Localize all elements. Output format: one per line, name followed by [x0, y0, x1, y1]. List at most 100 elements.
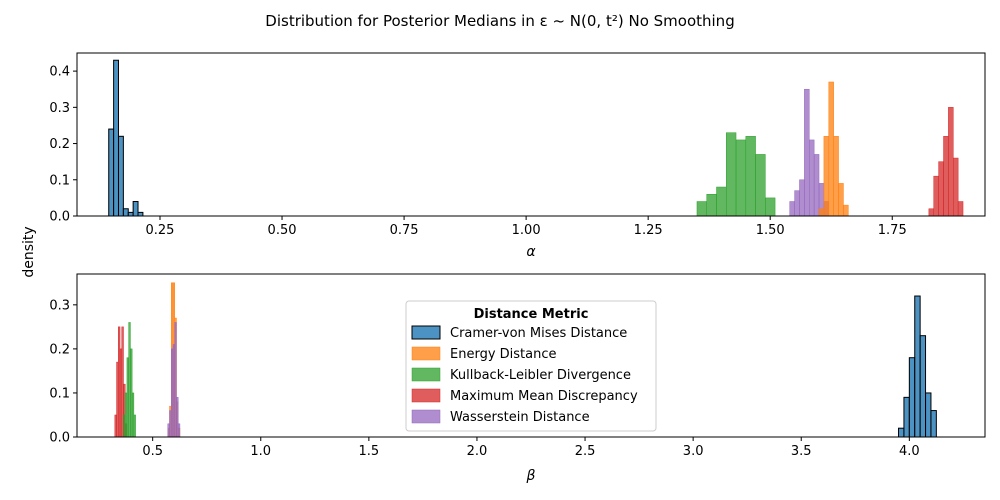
legend-item-wasserstein-distance: Wasserstein Distance: [411, 409, 590, 425]
legend-item-energy-distance: Energy Distance: [411, 346, 557, 362]
histogram-bar: [953, 157, 959, 217]
histogram-bar: [113, 59, 119, 217]
histogram-bar: [789, 201, 795, 217]
histogram-bar: [174, 322, 177, 438]
x-tick-label: 0.5: [142, 444, 163, 459]
histogram-bar: [818, 208, 825, 217]
histogram-bar: [167, 423, 170, 438]
histogram-bar: [124, 392, 128, 438]
histogram-bar: [126, 357, 129, 438]
y-tick-label: 0.2: [49, 137, 70, 152]
histogram-bar: [172, 344, 175, 438]
histogram-bar: [765, 197, 776, 217]
legend-item-cramer-von-mises-distance: Cramer-von Mises Distance: [411, 325, 627, 341]
histogram-bar: [169, 410, 172, 438]
histogram-bar: [128, 322, 131, 438]
legend-label: Energy Distance: [450, 347, 557, 362]
histogram-bar: [828, 81, 834, 217]
y-tick-label: 0.4: [49, 65, 70, 80]
histogram-bar: [696, 201, 707, 217]
legend-label: Wasserstein Distance: [450, 410, 590, 425]
axes-frame: [76, 52, 986, 217]
legend-swatch: [411, 409, 441, 424]
legend: Distance Metric Cramer-von Mises Distanc…: [405, 300, 657, 432]
histogram-bar: [735, 139, 747, 217]
legend-swatch: [411, 388, 441, 403]
histogram-bar: [119, 348, 122, 438]
x-tick-label: 0.75: [390, 223, 419, 238]
series-wasserstein-distance: [167, 322, 181, 438]
histogram-bar: [930, 410, 937, 438]
histogram-bar: [794, 190, 800, 217]
legend-label: Maximum Mean Discrepancy: [450, 389, 638, 404]
y-tick-label: 0.3: [49, 101, 70, 116]
y-tick-label: 0.1: [49, 386, 70, 401]
y-tick-label: 0.3: [49, 298, 70, 313]
histogram-bar: [177, 423, 181, 438]
y-axis-label: density: [21, 226, 37, 277]
x-tick-label: 1.0: [250, 444, 271, 459]
legend-swatch: [411, 325, 441, 340]
histogram-bar: [726, 132, 737, 217]
x-tick-label: 1.00: [512, 223, 541, 238]
x-tick-label: 2.5: [575, 444, 596, 459]
histogram-bar: [116, 361, 119, 438]
histogram-bar: [898, 427, 905, 438]
histogram-bar: [755, 154, 766, 217]
legend-swatch: [411, 346, 441, 361]
x-tick-label: 1.25: [634, 223, 663, 238]
legend-label: Cramer-von Mises Distance: [450, 326, 627, 341]
histogram-bar: [813, 154, 820, 217]
histogram-bar: [838, 183, 844, 217]
x-tick-label: 2.0: [467, 444, 488, 459]
x-tick-label: 4.0: [899, 444, 920, 459]
y-tick-label: 0.2: [49, 342, 70, 357]
histogram-bar: [108, 128, 115, 217]
series-energy-distance: [818, 81, 849, 217]
x-tick-label: 3.5: [791, 444, 812, 459]
legend-title: Distance Metric: [474, 307, 589, 322]
histogram-bar: [903, 396, 910, 438]
histogram-bar: [957, 201, 964, 217]
x-tick-label: 1.75: [878, 223, 907, 238]
histogram-bar: [925, 392, 932, 438]
histogram-bar: [745, 136, 756, 217]
histogram-bar: [833, 136, 839, 217]
x-axis-label: β: [526, 468, 536, 484]
histogram-bar: [121, 326, 124, 438]
histogram-bar: [114, 414, 117, 438]
axes-frame: [76, 273, 986, 438]
histogram-bar: [132, 201, 139, 217]
histogram-bar: [823, 136, 830, 217]
y-tick-label: 0.0: [49, 431, 70, 446]
histogram-bar: [914, 295, 921, 438]
histogram-bar: [948, 107, 954, 217]
legend-swatch: [411, 367, 441, 382]
histogram-bar: [171, 348, 174, 438]
histogram-bar: [123, 414, 126, 438]
histogram-bar: [716, 186, 727, 217]
y-tick-label: 0.0: [49, 210, 70, 225]
x-tick-label: 1.5: [359, 444, 380, 459]
histogram-bar: [137, 211, 144, 217]
x-tick-label: 0.25: [146, 223, 175, 238]
series-kullback-leibler-divergence: [123, 322, 136, 438]
beta-panel: 0.5 1.0 1.5 2.0 2.5 3.0 3.5 4.0 0.0 0.1 0.2 0.3 β: [49, 273, 986, 484]
x-tick-label: 3.0: [683, 444, 704, 459]
histogram-bar: [133, 414, 136, 438]
histogram-bar: [919, 335, 927, 438]
histogram-bar: [117, 135, 124, 217]
histogram-bar: [928, 208, 934, 217]
alpha-panel: 0.25 0.50 0.75 1.00 1.25 1.50 1.75 0.0 0.1 0.2 0.3…: [49, 52, 986, 260]
histogram-bar: [804, 88, 810, 217]
histogram-bar: [933, 175, 939, 217]
histogram-bar: [799, 179, 805, 217]
histogram-bar: [843, 204, 849, 217]
histogram-bar: [176, 397, 179, 438]
histogram-bar: [127, 211, 134, 217]
histogram-bar: [131, 392, 135, 438]
legend-items: Cramer-von Mises Distance Energy Distance…: [411, 325, 638, 425]
series-cramer-von-mises-distance: [898, 295, 937, 438]
legend-frame: [405, 300, 657, 432]
histogram-bar: [943, 136, 949, 217]
